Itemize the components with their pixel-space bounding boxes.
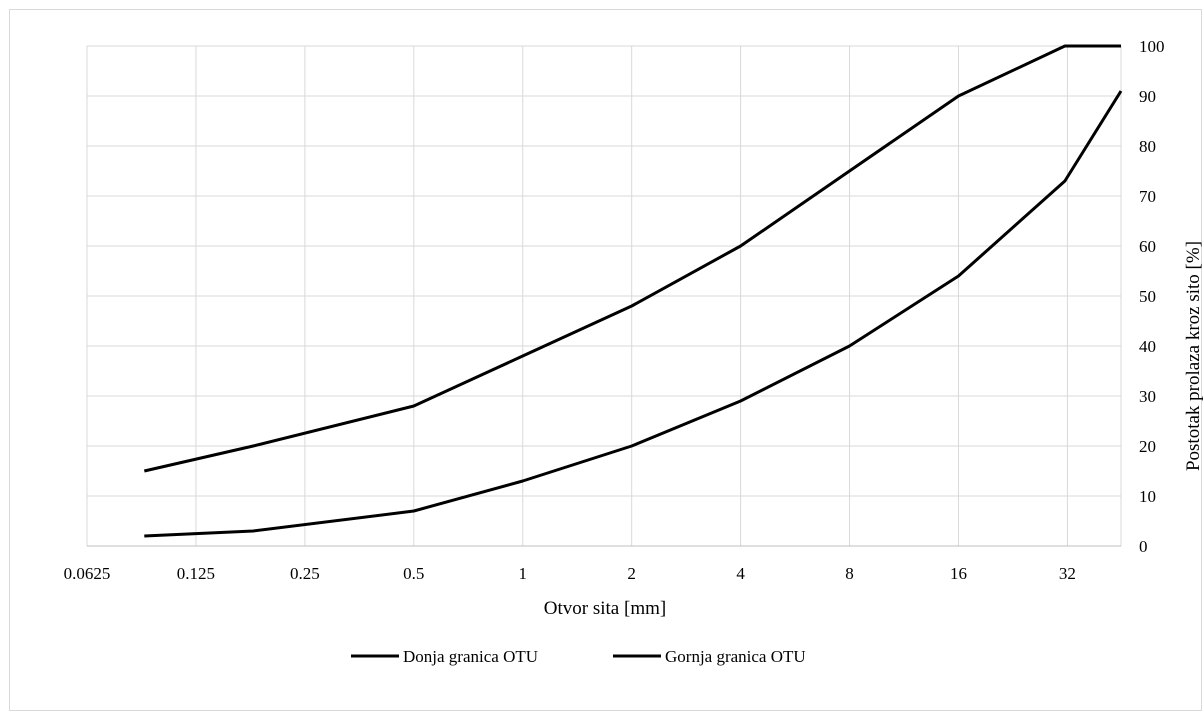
x-tick-label: 2 [627,564,636,583]
series-line-1 [143,44,1121,473]
y-tick-label: 20 [1139,437,1156,456]
x-tick-label: 0.25 [290,564,320,583]
y-tick-label: 10 [1139,487,1156,506]
x-tick-label: 16 [950,564,967,583]
y-tick-label: 80 [1139,137,1156,156]
y-tick-label: 90 [1139,87,1156,106]
gridlines [86,45,1122,547]
x-tick-label: 1 [518,564,527,583]
x-tick-labels: 0.0625 0.125 0.25 0.5 1 2 4 8 16 32 [64,564,1076,583]
y-tick-label: 60 [1139,237,1156,256]
y-tick-labels: 0 10 20 30 40 50 60 70 80 90 100 [1139,37,1165,556]
x-tick-label: 8 [845,564,854,583]
y-tick-label: 100 [1139,37,1165,56]
x-tick-label: 4 [736,564,745,583]
x-tick-label: 0.0625 [64,564,111,583]
legend-label-1: Donja granica OTU [403,647,538,666]
y-tick-label: 0 [1139,537,1148,556]
y-tick-label: 50 [1139,287,1156,306]
legend: Donja granica OTU Gornja granica OTU [351,647,806,666]
x-axis-title: Otvor sita [mm] [544,598,666,619]
x-tick-label: 0.5 [403,564,424,583]
y-tick-label: 30 [1139,387,1156,406]
y-tick-label: 70 [1139,187,1156,206]
x-tick-label: 32 [1059,564,1076,583]
x-tick-label: 0.125 [177,564,215,583]
legend-label-2: Gornja granica OTU [665,647,806,666]
y-tick-label: 40 [1139,337,1156,356]
series-lines [143,44,1123,538]
chart-frame [9,9,1202,711]
series-line-2 [144,90,1123,538]
y-axis-title: Postotak prolaza kroz sito [%] [1183,241,1203,471]
